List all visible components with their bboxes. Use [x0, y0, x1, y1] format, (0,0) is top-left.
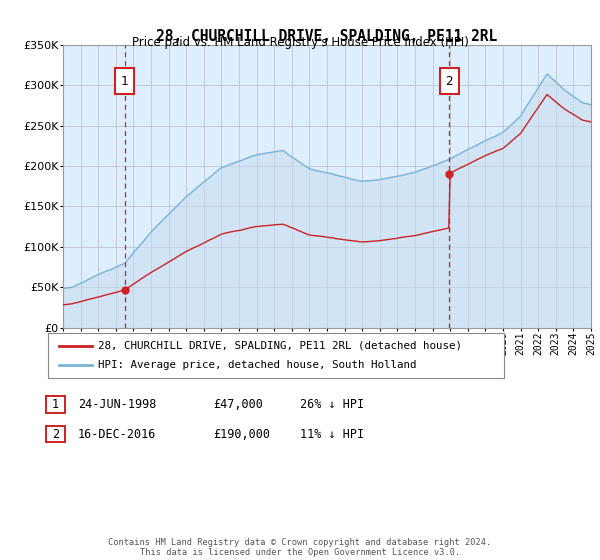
FancyBboxPatch shape: [115, 68, 134, 94]
Text: HPI: Average price, detached house, South Holland: HPI: Average price, detached house, Sout…: [98, 361, 416, 371]
Text: 2: 2: [446, 74, 453, 88]
Text: Contains HM Land Registry data © Crown copyright and database right 2024.
This d: Contains HM Land Registry data © Crown c…: [109, 538, 491, 557]
Text: Price paid vs. HM Land Registry's House Price Index (HPI): Price paid vs. HM Land Registry's House …: [131, 36, 469, 49]
FancyBboxPatch shape: [440, 68, 459, 94]
Title: 28, CHURCHILL DRIVE, SPALDING, PE11 2RL: 28, CHURCHILL DRIVE, SPALDING, PE11 2RL: [157, 29, 497, 44]
Text: 24-JUN-1998: 24-JUN-1998: [78, 398, 157, 411]
Text: 28, CHURCHILL DRIVE, SPALDING, PE11 2RL (detached house): 28, CHURCHILL DRIVE, SPALDING, PE11 2RL …: [98, 340, 462, 351]
Text: 2: 2: [52, 427, 59, 441]
Text: £190,000: £190,000: [213, 427, 270, 441]
Text: £47,000: £47,000: [213, 398, 263, 411]
Text: 11% ↓ HPI: 11% ↓ HPI: [300, 427, 364, 441]
Text: 1: 1: [121, 74, 128, 88]
Text: 16-DEC-2016: 16-DEC-2016: [78, 427, 157, 441]
Text: 26% ↓ HPI: 26% ↓ HPI: [300, 398, 364, 411]
Text: 1: 1: [52, 398, 59, 411]
